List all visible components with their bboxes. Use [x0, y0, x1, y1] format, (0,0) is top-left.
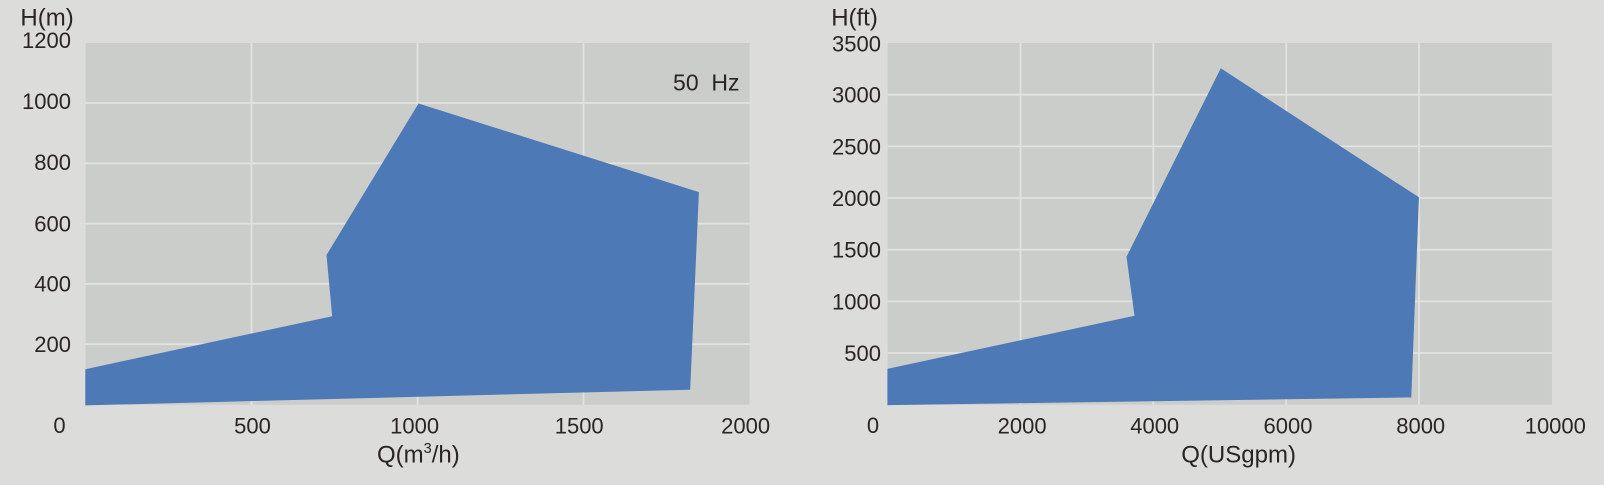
svg-text:400: 400 [34, 271, 71, 296]
svg-text:Q(m3/h): Q(m3/h) [377, 441, 460, 469]
svg-text:H(ft): H(ft) [831, 5, 878, 32]
svg-text:2000: 2000 [721, 413, 770, 438]
svg-text:1000: 1000 [390, 413, 439, 438]
svg-text:4000: 4000 [1130, 413, 1179, 438]
svg-text:800: 800 [34, 150, 71, 175]
svg-text:H(m): H(m) [20, 5, 73, 32]
svg-text:0: 0 [867, 413, 879, 438]
svg-text:3500: 3500 [832, 32, 881, 57]
svg-text:1200: 1200 [22, 28, 71, 53]
svg-text:500: 500 [844, 341, 881, 366]
svg-text:1000: 1000 [22, 89, 71, 114]
svg-text:1000: 1000 [832, 289, 881, 314]
svg-text:1500: 1500 [555, 413, 604, 438]
svg-text:1500: 1500 [832, 238, 881, 263]
svg-text:2000: 2000 [832, 186, 881, 211]
svg-text:500: 500 [234, 413, 271, 438]
svg-text:8000: 8000 [1396, 413, 1445, 438]
svg-text:10000: 10000 [1525, 413, 1586, 438]
svg-text:200: 200 [34, 332, 71, 357]
svg-text:0: 0 [53, 413, 65, 438]
svg-text:3000: 3000 [832, 83, 881, 108]
svg-text:2000: 2000 [998, 413, 1047, 438]
svg-text:2500: 2500 [832, 134, 881, 159]
svg-text:50 Hz: 50 Hz [673, 69, 739, 95]
svg-text:6000: 6000 [1264, 413, 1313, 438]
svg-text:Q(USgpm): Q(USgpm) [1181, 441, 1296, 468]
svg-text:600: 600 [34, 211, 71, 236]
